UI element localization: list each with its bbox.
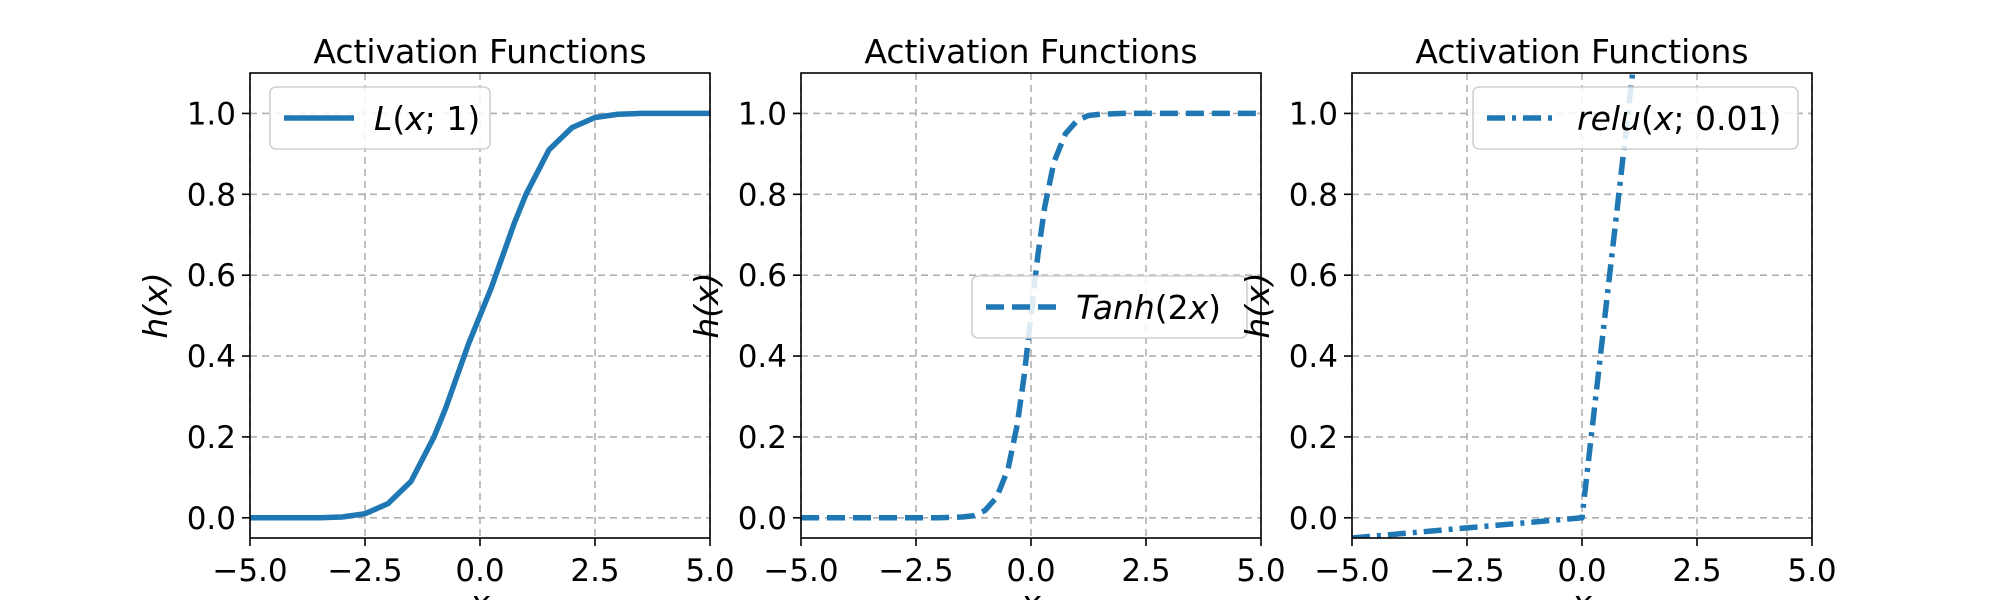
x-tick-label: −2.5 [327, 553, 402, 589]
legend-box [971, 275, 1248, 339]
x-axis-label: x [469, 583, 490, 600]
y-tick-label: 0.4 [187, 339, 236, 375]
series-line-1 [1352, 73, 1636, 538]
y-axis-label: h(x) [687, 272, 726, 338]
x-axis-label: x [1571, 583, 1592, 600]
x-tick-label: 2.5 [1672, 553, 1721, 589]
x-tick-label: 0.0 [1006, 553, 1055, 589]
y-tick-label: 1.0 [738, 96, 787, 132]
legend-label-part: ) [1208, 288, 1221, 327]
x-tick-label: 5.0 [1787, 553, 1836, 589]
legend-label-part: x [1188, 288, 1209, 327]
legend-box [269, 86, 491, 150]
x-tick-label: −5.0 [1314, 553, 1389, 589]
y-tick-label: 0.0 [1289, 501, 1338, 537]
y-tick-label: 0.2 [1289, 420, 1338, 456]
legend-label: relu(x; 0.01) [1577, 99, 1781, 138]
x-tick-label: −5.0 [763, 553, 838, 589]
legend-label-part: ( [1641, 99, 1654, 138]
y-tick-label: 0.2 [738, 420, 787, 456]
y-tick-label: 0.4 [1289, 339, 1338, 375]
y-tick-label: 0.2 [187, 420, 236, 456]
chart-title: Activation Functions [864, 32, 1197, 71]
legend: relu(x; 0.01) [1472, 86, 1799, 150]
legend-label-part: (2 [1155, 288, 1189, 327]
y-tick-label: 0.6 [1289, 258, 1338, 294]
x-tick-label: −2.5 [1429, 553, 1504, 589]
x-axis-label: x [1020, 583, 1041, 600]
y-tick-label: 0.8 [1289, 177, 1338, 213]
legend-label-part: L [374, 99, 392, 138]
series-line-1 [250, 110, 710, 521]
series-line-1 [801, 110, 1261, 521]
y-tick-label: 0.8 [738, 177, 787, 213]
x-tick-label: −2.5 [878, 553, 953, 589]
y-tick-label: 0.8 [187, 177, 236, 213]
chart-panel-1: −5.0 −2.5 0.0 2.5 5.0 0.0 0.2 0.4 0.6 0.8 1.0 Activ… [136, 32, 735, 600]
x-tick-label: −5.0 [212, 553, 287, 589]
legend-label-part: Tanh [1076, 288, 1155, 327]
x-tick-label: 5.0 [1236, 553, 1285, 589]
legend-label-part: ( [392, 99, 405, 138]
y-tick-label: 0.6 [187, 258, 236, 294]
x-tick-label: 0.0 [455, 553, 504, 589]
legend: Tanh(2x) [971, 275, 1248, 339]
legend: L(x; 1) [269, 86, 491, 150]
legend-label-part: ; 0.01) [1673, 99, 1781, 138]
y-tick-label: 0.0 [187, 501, 236, 537]
y-tick-label: 0.0 [738, 501, 787, 537]
legend-label: Tanh(2x) [1076, 288, 1221, 327]
y-axis-label: h(x) [136, 272, 175, 338]
x-tick-label: 5.0 [685, 553, 734, 589]
x-tick-label: 2.5 [1121, 553, 1170, 589]
chart-title: Activation Functions [313, 32, 646, 71]
x-tick-label: 0.0 [1557, 553, 1606, 589]
legend-label-part: x [1653, 99, 1674, 138]
legend-label-part: ; 1) [425, 99, 480, 138]
y-tick-label: 0.6 [738, 258, 787, 294]
y-tick-label: 1.0 [1289, 96, 1338, 132]
legend-box [1472, 86, 1799, 150]
y-tick-label: 0.4 [738, 339, 787, 375]
chart-panel-2: −5.0 −2.5 0.0 2.5 5.00.00.20.40.60.81.0Activ… [687, 32, 1286, 600]
y-axis-label: h(x) [1238, 272, 1277, 338]
legend-label: L(x; 1) [374, 99, 480, 138]
chart-panel-3: −5.0 −2.5 0.0 2.5 5.00.00.20.40.60.81.0Activ… [1238, 32, 1837, 600]
y-tick-label: 1.0 [187, 96, 236, 132]
chart-title: Activation Functions [1415, 32, 1748, 71]
legend-label-part: x [404, 99, 425, 138]
x-tick-label: 2.5 [570, 553, 619, 589]
legend-label-part: relu [1577, 99, 1641, 138]
